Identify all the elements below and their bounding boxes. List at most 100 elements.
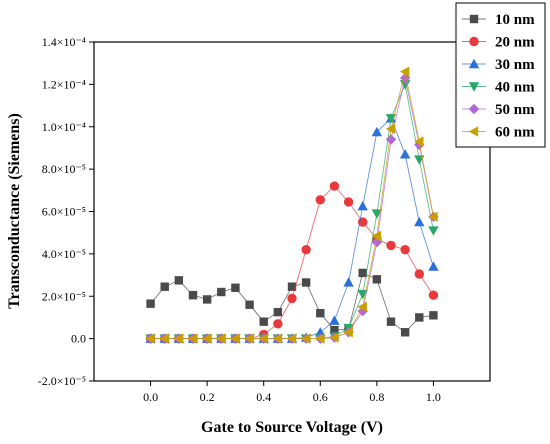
legend-item: 50 nm: [462, 102, 535, 118]
legend-item: 40 nm: [462, 80, 535, 96]
y-tick-label: 0.0: [71, 332, 86, 346]
data-point: [400, 244, 410, 255]
data-point: [173, 333, 184, 344]
legend-marker: [469, 14, 479, 24]
data-point: [202, 295, 212, 304]
data-point: [272, 333, 283, 344]
legend-label: 40 nm: [495, 80, 535, 96]
data-point: [287, 282, 297, 291]
data-point: [258, 333, 268, 344]
data-point: [187, 333, 198, 344]
y-tick-label: 4.0×10⁻⁵: [42, 247, 86, 261]
data-point: [414, 216, 425, 227]
data-point: [287, 293, 297, 304]
data-point: [386, 317, 396, 326]
data-point: [216, 333, 226, 344]
data-point: [415, 313, 424, 322]
legend-item: 30 nm: [462, 57, 535, 73]
x-tick-label: 0.8: [369, 390, 384, 404]
y-tick-label: -2.0×10⁻⁵: [38, 374, 86, 388]
data-point: [372, 275, 382, 284]
data-point: [428, 211, 438, 222]
legend-item: 20 nm: [462, 35, 535, 51]
data-point: [428, 261, 439, 271]
y-tick-label: 8.0×10⁻⁵: [42, 162, 86, 176]
data-point: [429, 311, 438, 320]
legend-item: 60 nm: [462, 125, 535, 141]
data-point: [315, 195, 325, 205]
data-point: [159, 333, 169, 344]
data-point: [414, 269, 424, 279]
legend-marker: [468, 126, 479, 137]
data-point: [146, 299, 155, 308]
y-tick-label: 6.0×10⁻⁵: [42, 205, 86, 219]
data-point: [273, 307, 283, 317]
data-point: [273, 319, 283, 329]
data-point: [329, 315, 340, 325]
legend-label: 20 nm: [495, 35, 535, 51]
legend: 10 nm 20 nm 30 nm 40 nm 50 nm 60 nm: [455, 2, 546, 148]
data-point: [230, 333, 240, 344]
data-point: [428, 290, 439, 300]
data-point: [385, 134, 397, 145]
x-tick-label: 0.6: [313, 390, 328, 404]
data-point: [286, 333, 297, 344]
legend-label: 30 nm: [495, 57, 535, 73]
legend-label: 60 nm: [495, 125, 535, 141]
data-point: [315, 333, 325, 344]
data-point: [245, 300, 254, 309]
data-point: [301, 278, 311, 287]
data-point: [217, 287, 226, 297]
series-layer: [145, 66, 439, 344]
data-point: [329, 332, 339, 343]
legend-label: 10 nm: [495, 12, 535, 28]
data-point: [371, 230, 382, 242]
x-tick-label: 0.0: [143, 390, 158, 404]
data-point: [160, 282, 169, 291]
data-point: [371, 126, 383, 137]
series-line: [150, 117, 434, 340]
series-line: [150, 185, 434, 340]
data-point: [174, 276, 184, 285]
data-point: [399, 149, 411, 159]
legend-marker: [469, 36, 479, 47]
data-point: [343, 327, 353, 338]
data-point: [386, 240, 396, 251]
data-point: [244, 333, 254, 344]
x-axis-title: Gate to Source Voltage (V): [201, 419, 383, 436]
data-point: [358, 268, 367, 278]
data-point: [399, 66, 410, 77]
data-point: [259, 317, 268, 326]
data-point: [201, 333, 212, 344]
y-tick-label: 1.2×10⁻⁴: [42, 77, 86, 91]
data-point: [329, 181, 340, 191]
data-point: [188, 290, 198, 300]
data-point: [145, 333, 155, 344]
x-tick-label: 0.2: [200, 390, 215, 404]
legend-marker: [468, 58, 480, 69]
data-point: [371, 209, 383, 219]
legend-marker: [468, 103, 480, 115]
series-60-nm: [145, 66, 438, 344]
data-point: [385, 123, 396, 135]
data-point: [316, 309, 325, 318]
data-point: [385, 114, 397, 124]
data-point: [343, 277, 354, 287]
data-point: [330, 325, 339, 335]
x-tick-label: 1.0: [426, 390, 441, 404]
legend-label: 50 nm: [495, 102, 535, 118]
x-tick-label: 0.4: [256, 390, 271, 404]
data-point: [315, 327, 326, 337]
legend-box: [455, 2, 546, 148]
y-tick-label: 1.4×10⁻⁴: [42, 35, 86, 49]
y-axis-title: Transconductance (Siemens): [6, 113, 23, 309]
data-point: [301, 244, 311, 255]
legend-marker: [468, 82, 480, 92]
legend-item: 10 nm: [462, 12, 535, 28]
data-point: [357, 301, 367, 313]
data-point: [231, 283, 240, 292]
data-point: [428, 226, 439, 236]
data-point: [400, 328, 410, 337]
data-point: [357, 201, 368, 211]
